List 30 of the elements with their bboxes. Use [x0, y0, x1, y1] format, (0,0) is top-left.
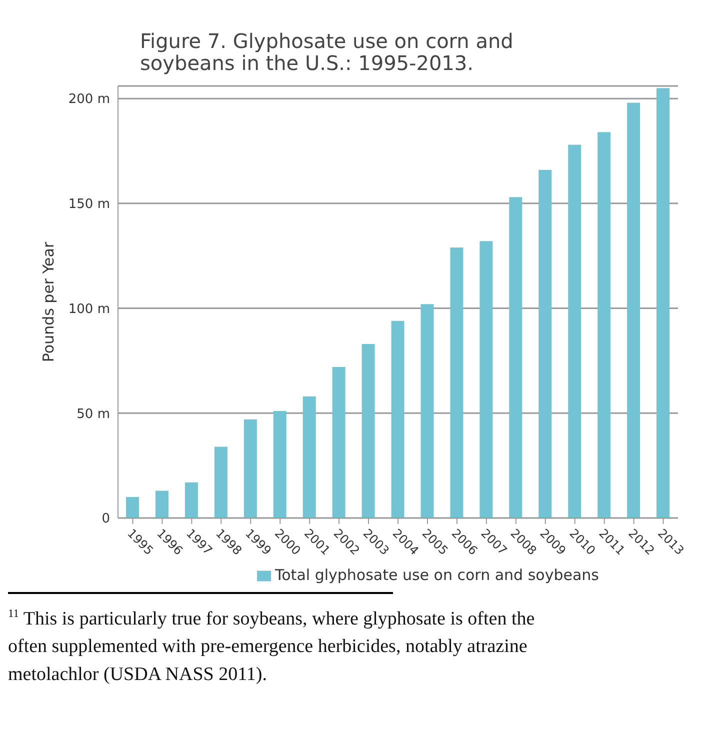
bar — [568, 144, 582, 518]
bar — [184, 482, 198, 518]
y-tick-label: 100 m — [68, 302, 110, 317]
bar — [598, 132, 611, 518]
bar — [126, 497, 139, 518]
y-tick-label: 200 m — [68, 92, 110, 108]
bar — [480, 241, 493, 518]
legend-label: Total glyphosate use on corn and soybeans — [275, 566, 599, 584]
bar — [420, 304, 434, 518]
y-tick-label: 150 m — [68, 197, 110, 212]
text: metolachlor (USDA NASS 2011). — [8, 663, 268, 688]
bar — [627, 102, 640, 518]
bar — [538, 170, 552, 518]
bar — [362, 344, 375, 518]
y-tick-label: 50 m — [76, 406, 110, 422]
chart-title: Figure 7. Glyphosate use on corn and soybeans in the U.S.: 1995-2013. — [140, 29, 514, 75]
bar — [391, 320, 404, 518]
bar — [450, 247, 464, 518]
text: often supplemented with pre-emergence herbicides, notably atrazine — [8, 635, 528, 660]
text: $^{11}$ This is particularly true for soybeans, where glyphosate is often the — [8, 607, 536, 632]
y-tick-label: 0 — [102, 512, 110, 527]
bar — [302, 396, 316, 518]
bar — [509, 197, 522, 518]
bar — [155, 490, 168, 518]
bar — [273, 411, 286, 518]
bar — [332, 367, 346, 518]
bar — [244, 419, 257, 518]
bar — [656, 88, 670, 518]
bar — [214, 446, 228, 518]
y-axis-title: Pounds per Year — [39, 241, 58, 362]
